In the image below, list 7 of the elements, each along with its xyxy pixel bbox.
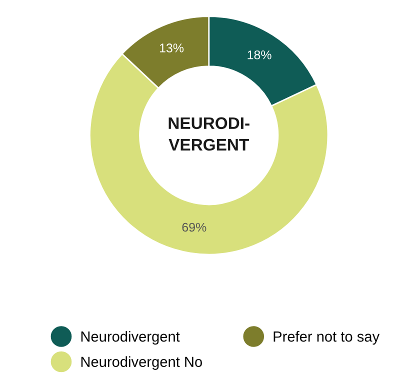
legend-label: Neurodivergent xyxy=(81,331,180,345)
data-label: 69% xyxy=(182,222,206,232)
data-label: 18% xyxy=(248,50,272,60)
legend-label: Neurodivergent No xyxy=(81,356,202,370)
text: NEURODI- VERGENT xyxy=(168,117,250,151)
data-label: 13% xyxy=(160,44,184,52)
legend-label: Prefer not to say xyxy=(274,331,380,345)
